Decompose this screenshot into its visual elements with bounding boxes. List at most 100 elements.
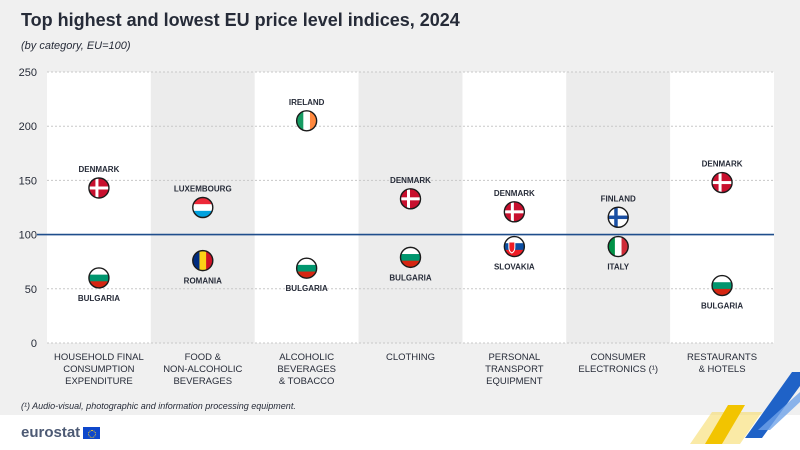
chart-title: Top highest and lowest EU price level in… — [21, 10, 460, 30]
country-label: SLOVAKIA — [494, 263, 535, 272]
data-point-highest — [88, 177, 110, 199]
flag-stripe — [712, 282, 733, 290]
footnote: (¹) Audio-visual, photographic and infor… — [21, 401, 296, 411]
country-label: BULGARIA — [78, 294, 120, 303]
flag-denmark-icon — [88, 177, 109, 198]
country-label: BULGARIA — [286, 284, 328, 293]
flag-stripe — [199, 250, 207, 271]
flag-stripe — [712, 288, 733, 296]
flag-stripe — [504, 236, 525, 244]
category-label-line: EQUIPMENT — [486, 376, 543, 387]
country-label: LUXEMBOURG — [174, 185, 232, 194]
flag-stripe — [504, 249, 525, 257]
flag-outline — [607, 206, 629, 228]
flag-cross — [88, 186, 109, 190]
flag-cross — [712, 181, 733, 185]
flag-outline — [607, 235, 629, 258]
category-label-line: CONSUMER — [591, 352, 647, 363]
flag-stripe — [296, 258, 317, 266]
country-label: IRELAND — [289, 98, 325, 107]
flag-cross — [504, 210, 525, 214]
flag-stripe — [303, 110, 311, 131]
flag-bulgaria-icon — [296, 258, 317, 279]
category-label-line: EXPENDITURE — [65, 376, 133, 387]
category-label: CLOTHING — [386, 352, 435, 363]
category-label-line: FOOD & — [185, 352, 222, 363]
y-tick-label: 100 — [19, 230, 37, 242]
y-tick-label: 250 — [19, 67, 37, 79]
flag-luxembourg-icon — [192, 197, 213, 218]
flag-cross — [400, 197, 421, 201]
chart-subtitle: (by category, EU=100) — [21, 40, 131, 52]
flag-stripe — [88, 267, 109, 276]
eu-flag-icon — [83, 426, 101, 439]
data-point-lowest — [88, 267, 110, 289]
logo-text: eurostat — [21, 424, 81, 441]
flag-slovakia-icon — [504, 236, 525, 257]
flag-finland-icon — [608, 207, 629, 228]
flag-italy-icon — [608, 236, 629, 257]
data-point-lowest — [192, 249, 214, 272]
flag-stripe — [88, 281, 109, 288]
y-tick-label: 50 — [25, 284, 37, 296]
data-point-lowest — [607, 235, 629, 258]
country-label: DENMARK — [494, 189, 535, 198]
category-label-line: PERSONAL — [488, 352, 540, 363]
data-point-lowest — [399, 246, 422, 269]
category-label-line: HOUSEHOLD FINAL — [54, 352, 144, 363]
flag-stripe — [309, 110, 317, 131]
flag-romania-icon — [192, 250, 213, 271]
flag-bulgaria-icon — [88, 267, 109, 288]
data-point-highest — [607, 206, 629, 228]
flag-outline — [711, 274, 733, 297]
flag-outline — [295, 257, 318, 279]
category-label-line: NON-ALCOHOLIC — [163, 364, 242, 375]
flag-stripe — [296, 271, 317, 279]
footer-band — [0, 415, 800, 450]
flag-stripe — [400, 247, 421, 255]
category-band — [670, 72, 774, 343]
flag-outline — [711, 171, 733, 194]
data-point-lowest — [711, 274, 733, 297]
country-label: DENMARK — [702, 160, 743, 169]
data-point-highest — [295, 110, 318, 132]
category-label-line: CLOTHING — [386, 352, 435, 363]
category-label-line: BEVERAGES — [277, 364, 336, 375]
flag-denmark-icon — [712, 172, 733, 193]
flag-bulgaria-icon — [400, 247, 421, 268]
category-label-line: ELECTRONICS (¹) — [578, 364, 658, 375]
flag-stripe — [192, 197, 213, 205]
flag-outline — [88, 267, 110, 289]
country-label: BULGARIA — [701, 302, 743, 311]
category-label: RESTAURANTS & HOTELS — [687, 352, 757, 375]
category-label-line: RESTAURANTS — [687, 352, 757, 363]
country-label: ITALY — [607, 263, 629, 272]
data-point-highest — [503, 201, 526, 223]
category-label-line: TRANSPORT — [485, 364, 544, 375]
flag-outline — [295, 110, 318, 132]
flag-stripe — [206, 250, 213, 271]
category-label-line: & HOTELS — [699, 364, 746, 375]
category-label: HOUSEHOLD FINAL CONSUMPTION EXPENDITURE — [54, 352, 144, 387]
flag-stripe — [88, 274, 109, 282]
country-label: BULGARIA — [389, 273, 431, 282]
flag-stripe — [296, 264, 317, 273]
eurostat-logo: eurostat — [21, 424, 101, 441]
country-label: FINLAND — [601, 194, 636, 203]
category-band — [47, 72, 151, 343]
flag-outline — [399, 246, 422, 269]
price-level-chart: 0 50 100 150 200 250 HOUSEHOLD FINAL CONSUMPTIO… — [19, 67, 774, 387]
flag-stripe — [608, 236, 616, 257]
flag-stripe — [296, 110, 304, 131]
flag-stripe — [621, 236, 629, 257]
category-label-line: & TOBACCO — [279, 376, 335, 387]
flag-denmark-icon — [504, 201, 525, 222]
flag-stripe — [192, 250, 200, 271]
country-label: DENMARK — [390, 176, 431, 185]
category-label: PERSONAL TRANSPORT EQUIPMENT — [485, 352, 544, 387]
flag-bulgaria-icon — [712, 275, 733, 296]
category-label: FOOD & NON-ALCOHOLIC BEVERAGES — [163, 352, 242, 387]
category-label: CONSUMER ELECTRONICS (¹) — [578, 352, 658, 375]
flag-stripe — [614, 236, 623, 257]
